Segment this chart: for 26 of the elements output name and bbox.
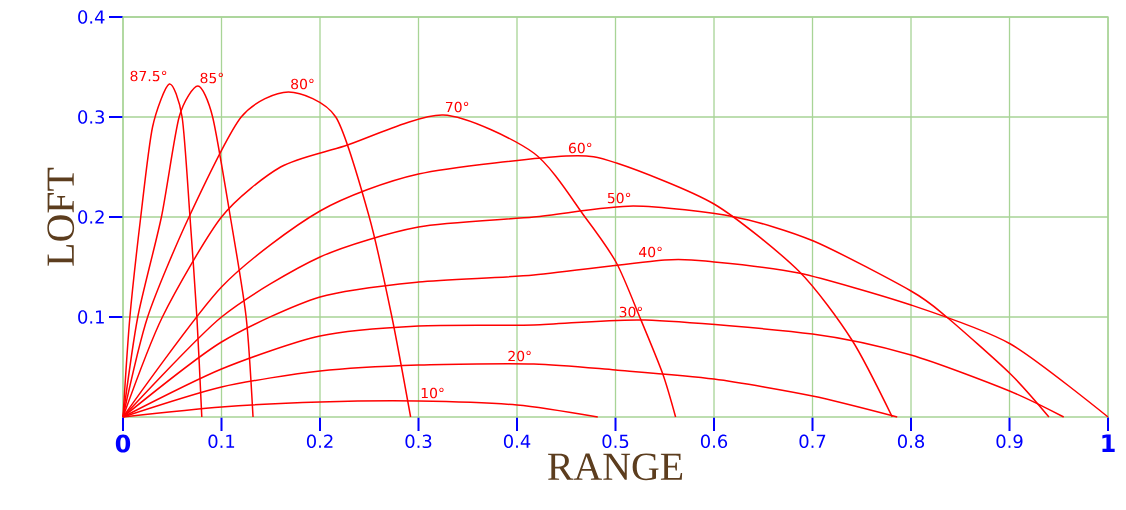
y-axis-title: LOFT xyxy=(47,167,75,266)
y-tick-label: 0.1 xyxy=(78,310,104,324)
x-tick-label: 0.4 xyxy=(503,434,531,449)
x-tick-label: 1 xyxy=(1102,434,1115,452)
x-tick-label: 0.1 xyxy=(208,434,235,449)
x-tick-label: 0.9 xyxy=(996,434,1023,449)
series-label: 80° xyxy=(291,78,314,90)
y-tick-label: 0.2 xyxy=(78,210,104,224)
series-label: 70° xyxy=(445,101,469,113)
series-label: 20° xyxy=(508,350,531,362)
x-tick-label: 0.5 xyxy=(602,434,629,449)
x-tick-label: 0 xyxy=(115,434,131,453)
x-tick-label: 0.8 xyxy=(897,434,925,449)
series-label: 87.5° xyxy=(130,70,167,82)
series-label: 85° xyxy=(200,72,223,84)
x-tick-label: 0.6 xyxy=(700,434,728,449)
x-tick-label: 0.7 xyxy=(799,434,826,449)
series-label: 10° xyxy=(421,387,444,399)
x-tick-label: 0.3 xyxy=(405,434,432,449)
series-label: 50° xyxy=(607,192,631,204)
y-tick-label: 0.4 xyxy=(78,10,105,24)
series-label: 40° xyxy=(639,246,662,258)
y-tick-label: 0.3 xyxy=(78,110,105,124)
x-axis-title: RANGE xyxy=(548,453,683,481)
x-tick-label: 0.2 xyxy=(306,434,333,449)
series-label: 60° xyxy=(568,142,592,154)
